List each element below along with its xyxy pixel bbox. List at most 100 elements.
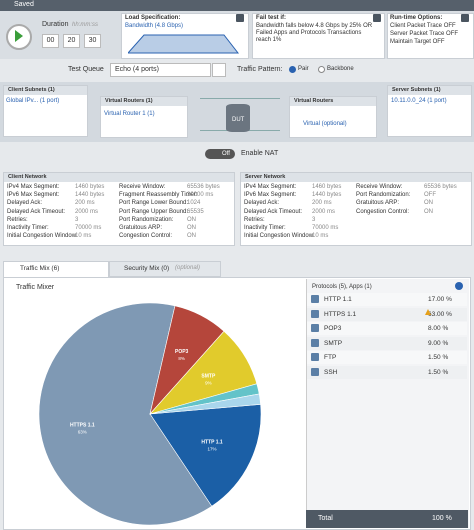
setting-value: 200 ms — [75, 200, 95, 207]
server-network-panel[interactable]: Server Network — [240, 172, 472, 246]
runtime-item: Maintain Target OFF — [390, 39, 445, 45]
play-icon — [15, 30, 23, 42]
row — [307, 351, 467, 364]
setting-label: Initial Congestion Window: — [244, 233, 315, 240]
panel-header: Virtual Routers (1) — [101, 97, 187, 106]
test-queue-select[interactable]: Echo (4 ports) — [110, 63, 211, 77]
setting-value: 3 — [312, 216, 316, 223]
setting-label: Retries: — [7, 216, 28, 223]
setting-value: 1440 bytes — [75, 192, 105, 199]
client-network-panel[interactable]: Client Network — [3, 172, 235, 246]
link — [200, 98, 280, 99]
edit-button[interactable] — [461, 14, 469, 22]
slice-percent: 9% — [205, 381, 212, 386]
pattern-option[interactable]: Backbone — [327, 66, 354, 72]
row — [307, 365, 467, 379]
seconds-input[interactable]: 30 — [84, 34, 101, 48]
protocol-name: FTP — [324, 354, 337, 361]
protocol-value: 1.50 % — [428, 368, 449, 376]
protocol-name: SSH — [324, 368, 338, 376]
edit-button[interactable] — [373, 14, 381, 22]
total-label: Total — [318, 515, 333, 522]
title-bar — [0, 0, 474, 11]
slice-percent: 8% — [178, 356, 185, 361]
setting-value: ON — [187, 225, 196, 231]
edit-button[interactable] — [212, 63, 226, 77]
row — [307, 336, 467, 350]
setting-value: 10 ms — [312, 233, 329, 240]
setting-value: 65535 — [187, 208, 204, 215]
setting-label: Inactivity Timer: — [244, 225, 286, 231]
client-subnets[interactable]: Client Subnets (1) — [3, 85, 88, 137]
row — [307, 322, 467, 335]
edit-button[interactable] — [236, 14, 244, 22]
test-queue-label: Test Queue — [68, 66, 104, 73]
client-router-item[interactable]: Virtual Router 1 (1) — [104, 111, 155, 117]
setting-label: Delayed Ack: — [7, 200, 43, 207]
nat-toggle-text: Off — [222, 151, 230, 157]
hours-input[interactable]: 00 — [42, 34, 59, 48]
minutes-input[interactable]: 20 — [63, 34, 80, 48]
setting-label: Gratuitous ARP: — [119, 225, 163, 231]
server-router-item[interactable]: Virtual (optional) — [303, 121, 347, 127]
setting-label: Gratuitous ARP: — [356, 200, 400, 207]
setting-value: 30000 ms — [187, 192, 214, 199]
setting-value: 1024 — [187, 200, 201, 207]
setting-value: 65536 bytes — [187, 184, 220, 190]
setting-value: OFF — [424, 192, 436, 199]
server-routers[interactable]: Virtual Routers — [289, 96, 377, 138]
fail-test-panel[interactable] — [252, 13, 385, 59]
setting-value: 70000 ms — [312, 225, 339, 231]
duration-label: Duration — [42, 21, 69, 28]
setting-label: Delayed Ack Timeout: — [7, 208, 66, 215]
setting-value: 70000 ms — [75, 225, 102, 231]
total-bar — [306, 510, 468, 528]
radio[interactable] — [318, 66, 325, 73]
nat-toggle[interactable] — [205, 149, 235, 159]
warning-icon — [425, 309, 431, 315]
setting-label: Fragment Reassembly Timer: — [119, 192, 198, 199]
setting-label: Inactivity Timer: — [7, 225, 49, 231]
setting-label: Delayed Ack Timeout: — [244, 208, 303, 215]
tab[interactable] — [109, 261, 221, 277]
setting-label: Receive Window: — [119, 184, 166, 190]
title: Saved — [14, 1, 34, 8]
dut-label: DUT — [232, 117, 245, 123]
setting-value: 65536 bytes — [424, 184, 457, 190]
slice-percent: 63% — [78, 429, 87, 434]
server-subnets[interactable]: Server Subnets (1) — [387, 85, 472, 137]
setting-label: Initial Congestion Window: — [7, 233, 78, 240]
edit-button[interactable] — [455, 282, 463, 290]
protocol-icon — [311, 367, 319, 376]
panel-header: Client Subnets (1) — [4, 86, 87, 95]
server-item[interactable]: 10.11.0.0_24 (1 port) — [391, 98, 447, 104]
setting-label: Port Randomization: — [119, 216, 174, 223]
duration-hint: hh:mm:ss — [72, 22, 99, 28]
protocol-icon — [311, 324, 319, 332]
tab-active[interactable] — [3, 261, 109, 277]
panel-header: Client Network — [4, 173, 234, 182]
client-routers[interactable]: Virtual Routers (1) — [100, 96, 188, 138]
runtime-panel[interactable] — [387, 13, 474, 59]
setting-value: ON — [424, 208, 433, 215]
protocol-name: HTTP 1.1 — [324, 296, 352, 303]
protocol-value: 8.00 % — [428, 325, 449, 332]
panel-header: Virtual Routers — [290, 97, 376, 106]
setting-value: 3 — [75, 216, 79, 223]
setting-label: IPv6 Max Segment: — [244, 192, 297, 199]
pattern-option[interactable]: Pair — [298, 66, 309, 72]
setting-value: 1460 bytes — [75, 184, 105, 190]
client-item[interactable]: Global IPv... (1 port) — [6, 98, 60, 104]
setting-label: Congestion Control: — [119, 233, 173, 240]
protocol-value: 17.00 % — [428, 296, 452, 303]
radio-selected[interactable] — [289, 66, 296, 73]
runtime-item: Server Packet Trace OFF — [390, 31, 459, 37]
row — [307, 293, 467, 306]
setting-label: Retries: — [244, 216, 265, 223]
tab-label: Traffic Mix (6) — [20, 265, 60, 272]
setting-label: Port Range Upper Bound: — [119, 208, 189, 215]
slice-name: HTTPS 1.1 — [70, 422, 95, 428]
load-spec-title: Load Specification: — [125, 15, 181, 21]
slice-percent: 17% — [208, 447, 217, 452]
